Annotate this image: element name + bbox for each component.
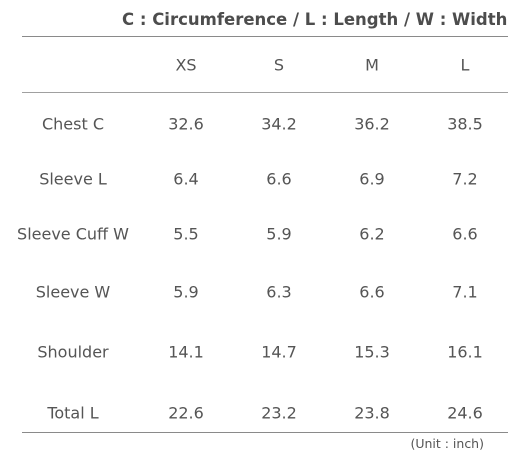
unit-note: (Unit : inch) — [410, 436, 484, 451]
row-label: Sleeve L — [39, 169, 107, 189]
table-cell: 15.3 — [354, 342, 390, 362]
column-header-s: S — [273, 55, 285, 75]
table-cell: 7.2 — [452, 169, 478, 189]
table-bottom-rule — [22, 432, 508, 433]
table-cell: 6.3 — [266, 282, 292, 302]
table-cell: 5.9 — [173, 282, 199, 302]
header-divider — [22, 92, 508, 93]
table-cell: 7.1 — [452, 282, 478, 302]
table-cell: 24.6 — [447, 403, 483, 423]
row-label: Shoulder — [37, 342, 109, 362]
table-cell: 5.5 — [173, 224, 199, 244]
table-cell: 23.2 — [261, 403, 297, 423]
table-cell: 6.6 — [266, 169, 292, 189]
table-cell: 6.2 — [359, 224, 385, 244]
row-label: Total L — [47, 403, 99, 423]
table-cell: 6.4 — [173, 169, 199, 189]
row-label: Sleeve Cuff W — [17, 224, 129, 244]
table-top-rule — [22, 36, 508, 37]
table-cell: 14.7 — [261, 342, 297, 362]
table-cell: 6.9 — [359, 169, 385, 189]
table-cell: 6.6 — [452, 224, 478, 244]
table-cell: 36.2 — [354, 114, 390, 134]
table-cell: 14.1 — [168, 342, 204, 362]
table-cell: 16.1 — [447, 342, 483, 362]
table-cell: 32.6 — [168, 114, 204, 134]
row-label: Chest C — [41, 114, 105, 134]
row-label: Sleeve W — [35, 282, 111, 302]
table-cell: 5.9 — [266, 224, 292, 244]
column-header-xs: XS — [175, 55, 197, 75]
table-cell: 6.6 — [359, 282, 385, 302]
column-header-l: L — [460, 55, 470, 75]
table-cell: 38.5 — [447, 114, 483, 134]
size-legend: C : Circumference / L : Length / W : Wid… — [122, 10, 508, 29]
table-cell: 23.8 — [354, 403, 390, 423]
column-header-m: M — [365, 55, 379, 75]
table-cell: 34.2 — [261, 114, 297, 134]
table-cell: 22.6 — [168, 403, 204, 423]
